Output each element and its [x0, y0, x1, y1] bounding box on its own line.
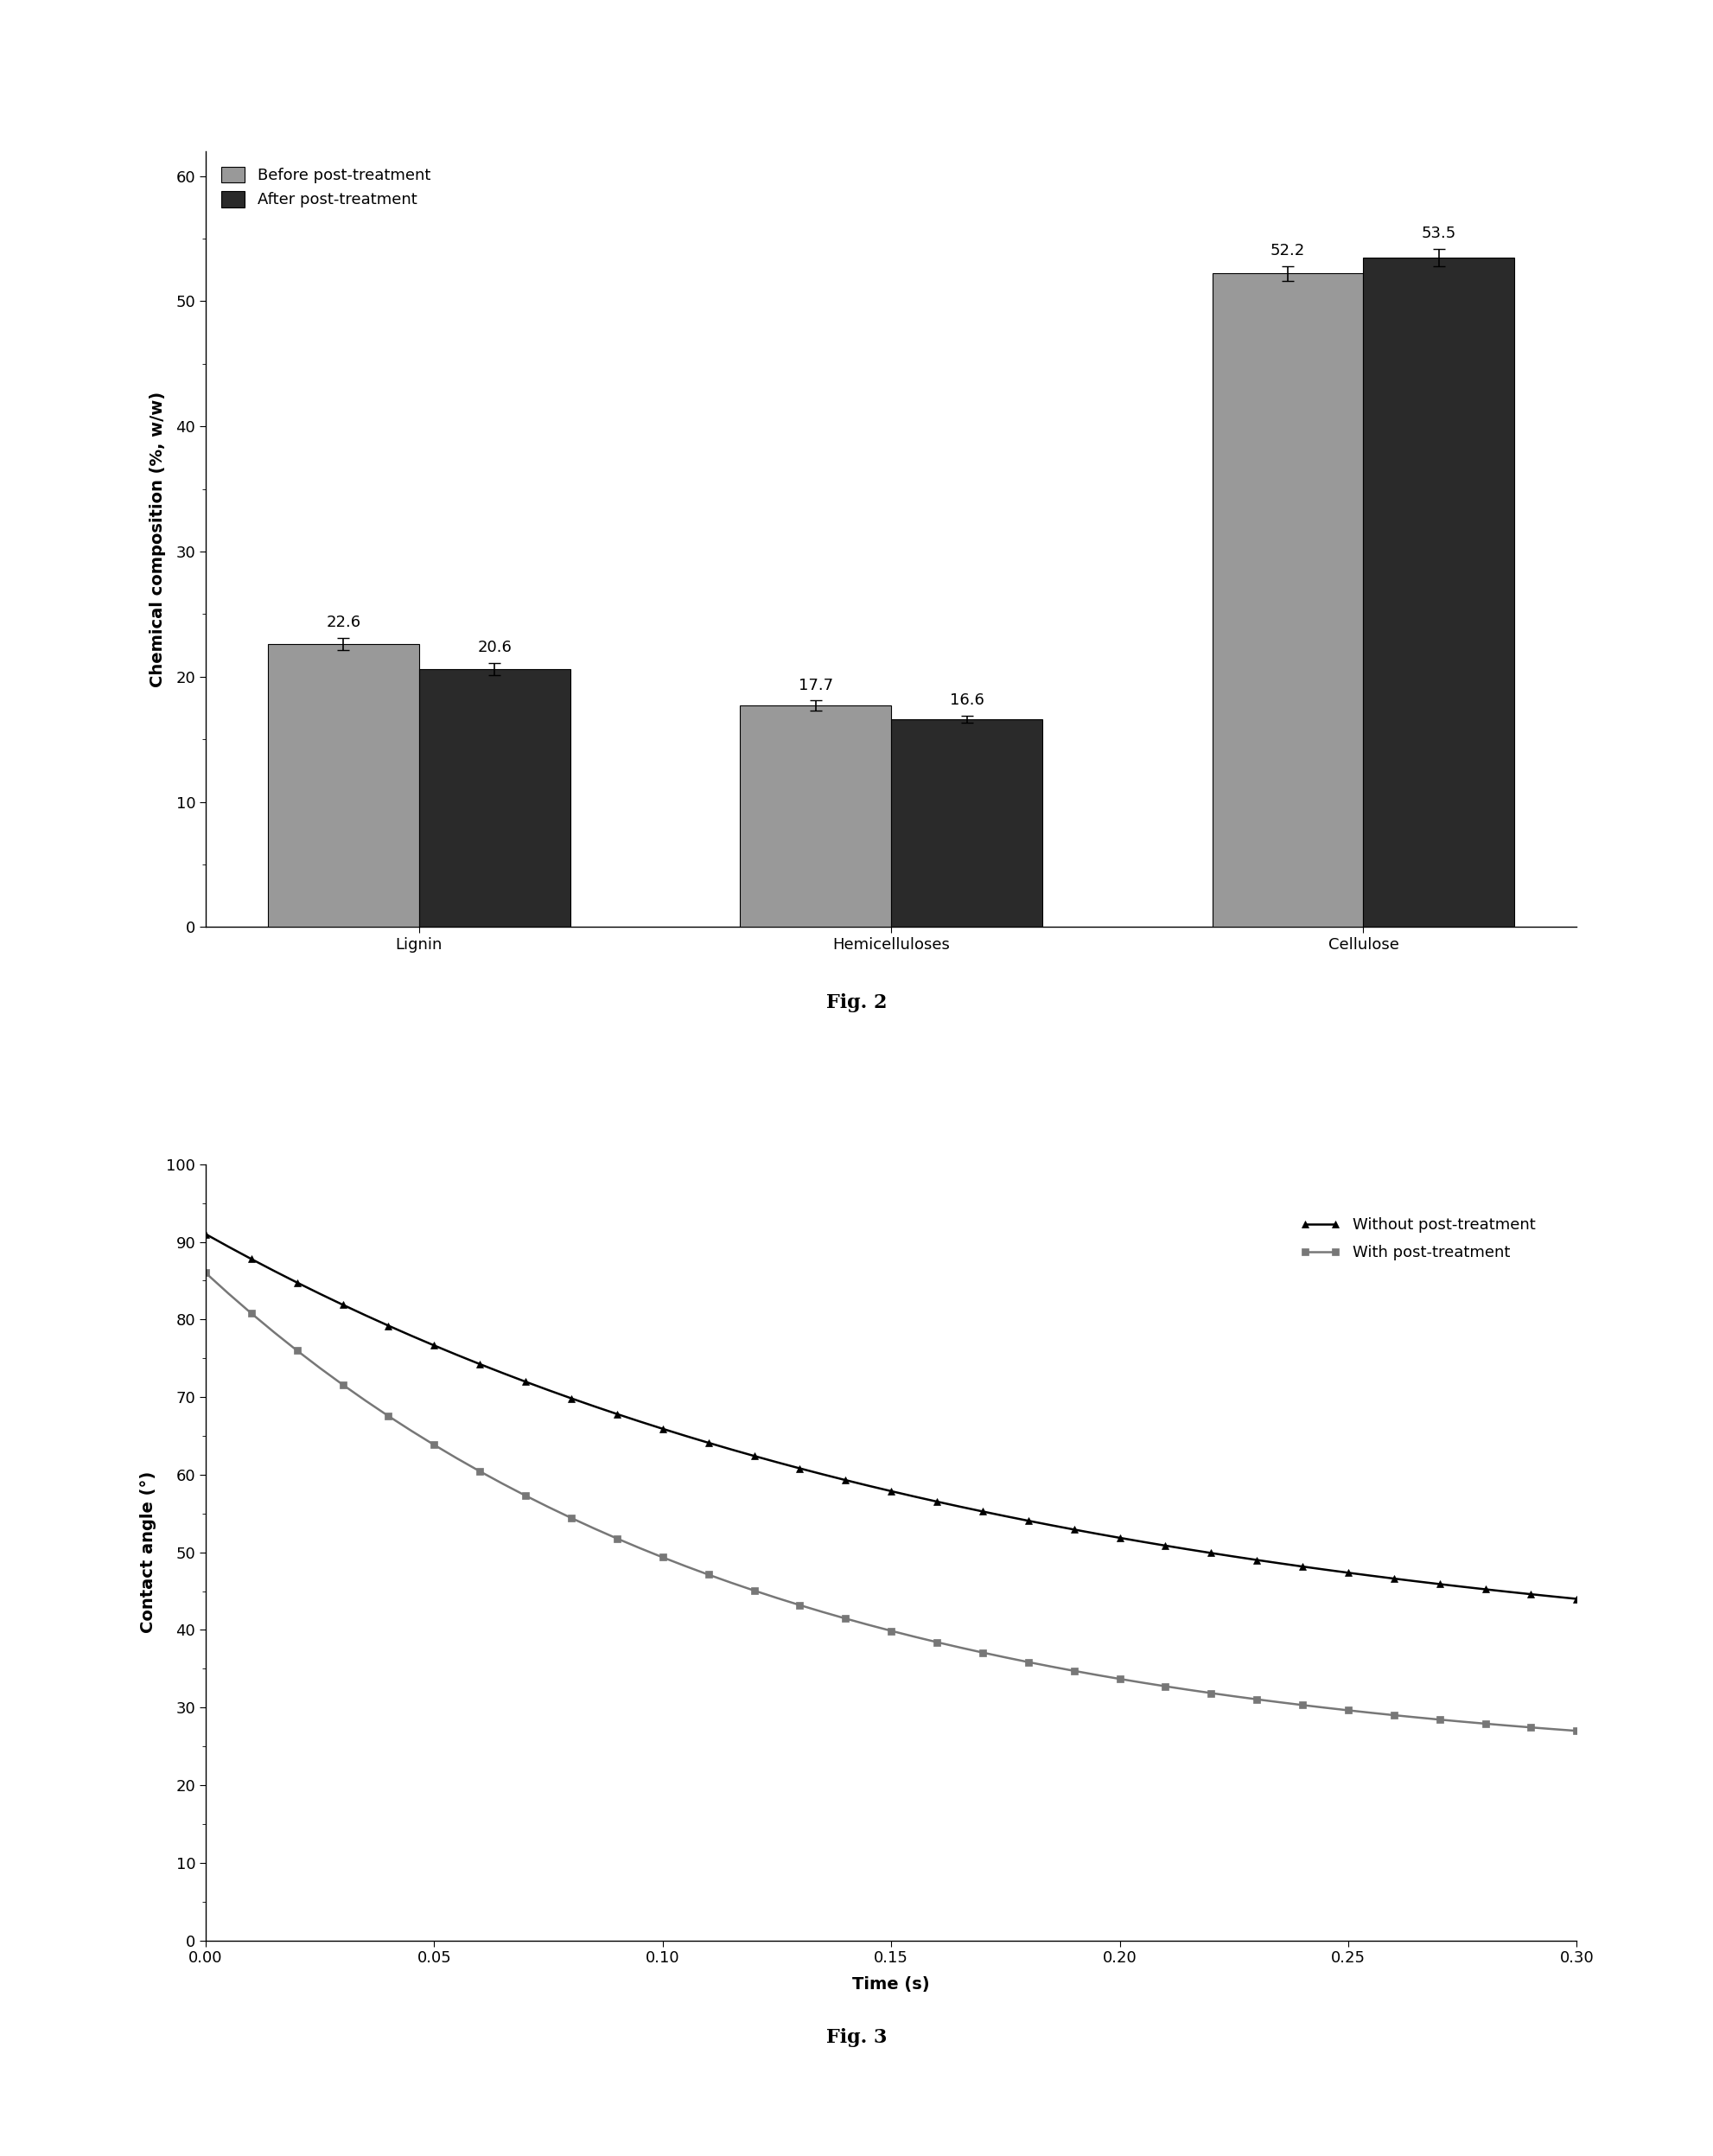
With post-treatment [675, 1552, 695, 1578]
Bar [1211, 274, 1362, 927]
Bar [420, 668, 570, 927]
With post-treatment [195, 1259, 216, 1285]
Line: Without post-treatment: Without post-treatment [202, 1231, 1579, 1602]
With post-treatment [927, 1630, 947, 1656]
With post-treatment [469, 1457, 490, 1483]
Text: Fig. 2: Fig. 2 [826, 994, 887, 1011]
Y-axis label: Contact angle (°): Contact angle (°) [140, 1470, 156, 1634]
Line: With post-treatment: With post-treatment [202, 1270, 1579, 1733]
Legend: Before post-treatment, After post-treatment: Before post-treatment, After post-treatm… [214, 160, 439, 216]
With post-treatment [516, 1483, 536, 1509]
Without post-treatment [675, 1423, 695, 1449]
Y-axis label: Chemical composition (%, w/w): Chemical composition (%, w/w) [149, 390, 166, 688]
Text: 16.6: 16.6 [949, 692, 983, 707]
Without post-treatment [469, 1352, 490, 1378]
Without post-treatment [927, 1488, 947, 1514]
Without post-treatment [1018, 1507, 1038, 1533]
Bar [1362, 257, 1514, 927]
With post-treatment [1018, 1649, 1038, 1675]
Text: Fig. 3: Fig. 3 [826, 2029, 887, 2046]
Bar [740, 705, 891, 927]
Without post-treatment [1566, 1587, 1586, 1613]
Text: 20.6: 20.6 [478, 640, 512, 655]
Text: 22.6: 22.6 [325, 614, 361, 630]
Without post-treatment [516, 1369, 536, 1395]
Text: 53.5: 53.5 [1420, 226, 1456, 241]
Without post-treatment [1382, 1565, 1403, 1591]
Without post-treatment [195, 1220, 216, 1246]
Text: 17.7: 17.7 [798, 677, 833, 692]
With post-treatment [1566, 1718, 1586, 1744]
Bar [891, 720, 1042, 927]
Legend: Without post-treatment, With post-treatment: Without post-treatment, With post-treatm… [1293, 1212, 1540, 1268]
Text: 52.2: 52.2 [1269, 244, 1305, 259]
X-axis label: Time (s): Time (s) [851, 1975, 930, 1992]
Bar [267, 645, 420, 927]
With post-treatment [1382, 1703, 1403, 1729]
